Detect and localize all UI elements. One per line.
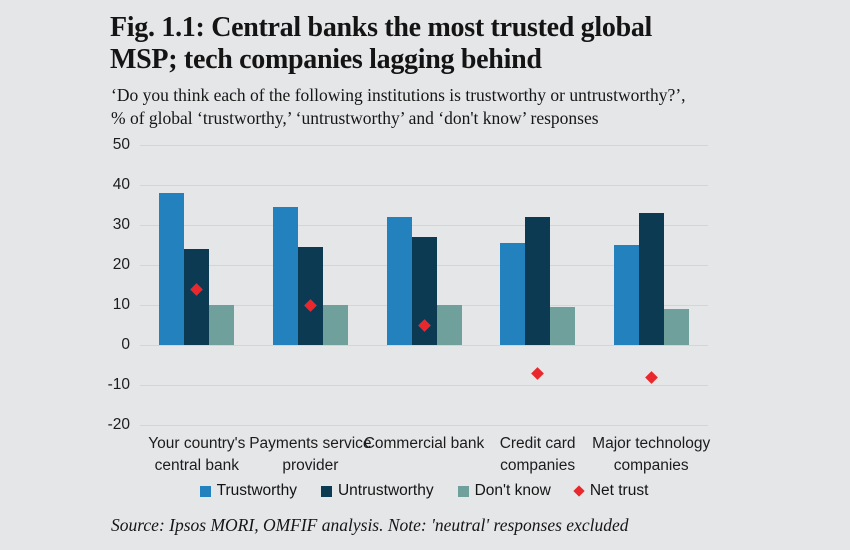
legend-label: Untrustworthy — [337, 482, 434, 499]
figure-title-line-2: MSP; tech companies lagging behind — [110, 44, 542, 76]
gridline — [140, 185, 708, 186]
bar-untrustworthy — [297, 247, 323, 345]
figure-title-line-1: Fig. 1.1: Central banks the most trusted… — [110, 12, 653, 43]
bar-don-t-know — [322, 305, 348, 345]
category-label: Your country's central bank — [148, 435, 246, 475]
category-label: Major technology companies — [592, 435, 711, 475]
legend: Trustworthy Untrustworthy Don't know Net tr… — [140, 482, 708, 500]
legend-item: Don't know — [457, 482, 551, 500]
gridline — [140, 425, 708, 426]
net-trust-marker — [531, 366, 544, 380]
bar-don-t-know — [436, 305, 462, 345]
legend-swatch-untrustworthy — [320, 485, 332, 497]
category-label: Payments service provider — [249, 435, 372, 475]
plot-area: 50 40 30 20 10 0 -10 -20 Your country's central … — [108, 136, 711, 474]
legend-swatch-net-trust — [573, 485, 585, 497]
y-axis-tick-label: 40 — [112, 176, 130, 193]
y-axis-tick-label: 50 — [112, 136, 130, 153]
category-label: Commercial bank — [363, 435, 485, 452]
legend-item: Net trust — [573, 482, 649, 500]
bar-trustworthy — [386, 217, 412, 345]
bar-trustworthy — [613, 245, 639, 345]
net-trust-marker — [644, 370, 658, 384]
gridline — [140, 225, 708, 226]
y-axis-tick-label: 10 — [112, 296, 130, 313]
figure-subtitle-line-1: ‘Do you think each of the following inst… — [111, 85, 686, 105]
gridline — [140, 145, 708, 146]
y-axis-tick-label: 30 — [112, 216, 130, 233]
bar-don-t-know — [663, 309, 689, 345]
gridline — [140, 385, 708, 386]
y-axis-tick-label: 20 — [112, 256, 130, 273]
category-label: Credit card companies — [499, 435, 576, 475]
figure-subtitle: ‘Do you think each of the following inst… — [111, 84, 821, 130]
bar-trustworthy — [500, 243, 526, 345]
bar-don-t-know — [550, 307, 576, 345]
legend-item: Untrustworthy — [320, 482, 434, 500]
legend-swatch-don-t-know — [457, 485, 469, 497]
y-axis-tick-label: 0 — [121, 336, 130, 353]
source-note: Source: Ipsos MORI, OMFIF analysis. Note… — [111, 515, 629, 535]
figure-title: Fig. 1.1: Central banks the most trusted… — [110, 12, 820, 77]
legend-item: Trustworthy — [199, 482, 297, 500]
bar-don-t-know — [209, 305, 235, 345]
bar-untrustworthy — [184, 249, 210, 345]
y-axis-tick-label: -10 — [107, 376, 130, 393]
legend-label: Trustworthy — [216, 482, 297, 499]
bar-untrustworthy — [638, 213, 664, 345]
figure-subtitle-line-2: % of global ‘trustworthy,’ ‘untrustworth… — [111, 108, 599, 129]
bar-trustworthy — [159, 193, 185, 345]
legend-label: Net trust — [589, 482, 649, 499]
y-axis-tick-label: -20 — [107, 416, 130, 433]
gridline — [140, 345, 708, 346]
legend-label: Don't know — [474, 482, 551, 499]
bar-untrustworthy — [525, 217, 551, 345]
bar-trustworthy — [272, 207, 298, 345]
legend-swatch-trustworthy — [199, 485, 211, 497]
